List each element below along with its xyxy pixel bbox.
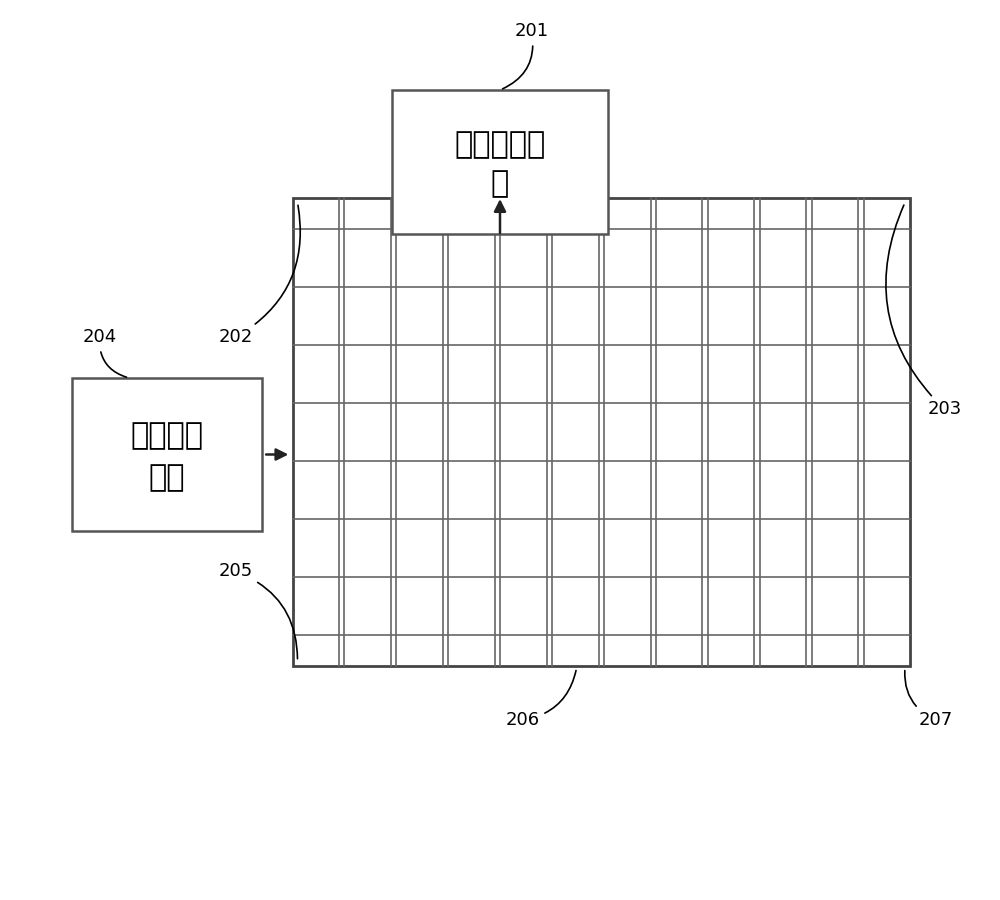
Text: 206: 206 [505, 670, 576, 729]
Text: 数据驱动模: 数据驱动模 [454, 130, 546, 159]
Text: 模块: 模块 [149, 463, 185, 492]
Text: 扫描驱动: 扫描驱动 [130, 421, 204, 451]
Bar [72, 378, 262, 531]
Text: 207: 207 [905, 670, 953, 729]
Text: 202: 202 [218, 205, 300, 346]
Text: 201: 201 [503, 22, 549, 89]
Text: 块: 块 [491, 169, 509, 198]
Bar [392, 90, 608, 234]
Text: 205: 205 [218, 562, 297, 659]
Bar [293, 198, 910, 666]
Text: 204: 204 [82, 328, 127, 377]
Text: 203: 203 [886, 205, 962, 418]
